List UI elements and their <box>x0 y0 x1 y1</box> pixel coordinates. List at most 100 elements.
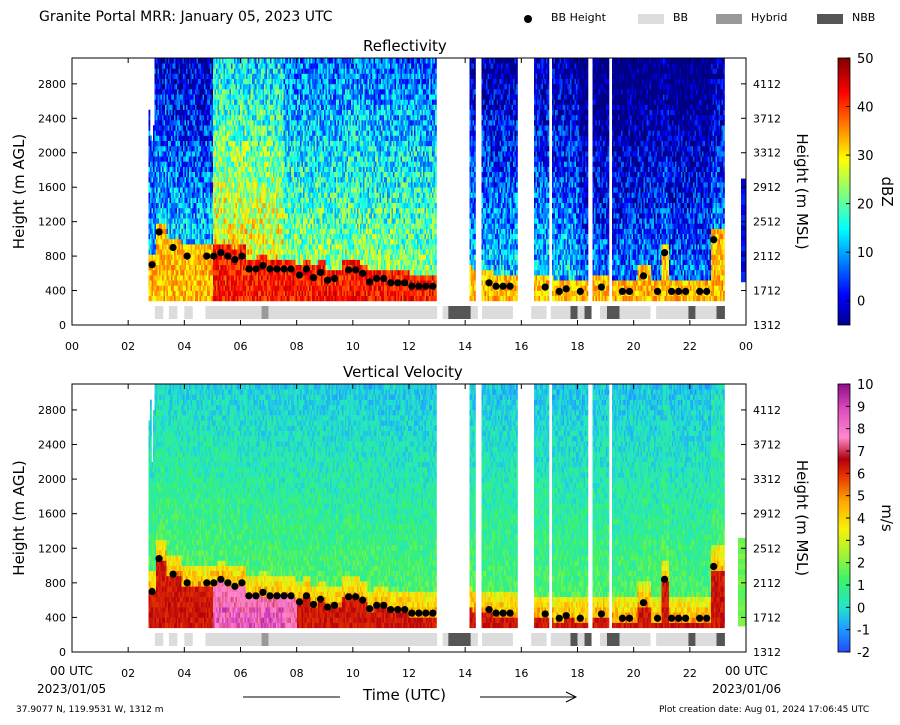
bb-segment-a-21 <box>716 306 725 319</box>
x-tick-label-a-5: 10 <box>346 340 360 353</box>
bb-height-point-a-5 <box>210 252 218 260</box>
bb-height-point-a-2 <box>169 243 177 252</box>
bb-height-point-a-12 <box>259 261 267 270</box>
bb-segment-a-4 <box>261 306 269 319</box>
bb-height-point-a-51 <box>675 287 683 296</box>
bb-segment-b-7 <box>448 633 471 646</box>
bb-height-point-a-15 <box>280 265 288 273</box>
bb-height-point-b-25 <box>359 596 367 604</box>
bb-height-point-a-33 <box>415 282 423 290</box>
legend-swatch-hybrid <box>716 14 742 24</box>
bb-segment-a-20 <box>695 306 717 319</box>
bb-segment-b-9 <box>482 633 513 646</box>
bb-height-point-a-23 <box>345 266 353 274</box>
y-tick-right-label-b-1: 1712 <box>753 611 781 624</box>
bb-height-point-a-20 <box>316 268 325 277</box>
bb-height-point-b-2 <box>169 570 177 578</box>
bb-height-point-b-39 <box>506 609 514 617</box>
bb-height-point-a-7 <box>224 252 232 260</box>
bb-height-point-a-30 <box>394 279 402 287</box>
bb-height-point-a-14 <box>273 265 281 273</box>
colorbar-tick-label-b-2: 0 <box>857 601 865 616</box>
y-tick-label-b-7: 2800 <box>38 404 66 417</box>
bb-height-point-a-27 <box>373 274 381 283</box>
bb-segment-b-18 <box>656 633 689 646</box>
x-tick-label-a-7: 14 <box>458 340 472 353</box>
bb-segment-a-12 <box>570 306 578 319</box>
x-tick-label-b-2: 04 <box>177 667 191 680</box>
y-tick-right-label-a-7: 4112 <box>753 78 781 91</box>
colorbar-title-b: m/s <box>878 504 896 532</box>
bb-height-point-b-44 <box>597 610 605 618</box>
x-tick-label-a-12: 00 <box>739 340 753 353</box>
bb-height-point-a-32 <box>408 282 416 290</box>
bb-segment-b-5 <box>268 633 438 646</box>
bb-height-point-b-20 <box>316 595 325 603</box>
bb-segment-b-21 <box>716 633 725 646</box>
bb-segment-b-19 <box>688 633 696 646</box>
y-axis-right-title-b: Height (m MSL) <box>793 460 811 576</box>
legend-dot-bb-height <box>524 15 532 23</box>
bb-segment-b-15 <box>599 633 607 646</box>
bb-height-point-b-12 <box>259 588 267 596</box>
y-tick-label-a-1: 400 <box>45 285 66 298</box>
bb-height-point-a-41 <box>555 287 563 296</box>
bb-segment-b-17 <box>619 633 651 646</box>
bb-height-point-b-41 <box>555 614 563 622</box>
colorbar-tick-label-a-5: 50 <box>857 52 874 67</box>
bb-height-point-a-9 <box>238 252 246 260</box>
bb-height-point-b-42 <box>562 612 570 620</box>
x-tick-label-b-8: 16 <box>514 667 528 680</box>
y-tick-label-b-2: 800 <box>45 577 66 590</box>
y-tick-label-a-3: 1200 <box>38 216 66 229</box>
bb-height-point-b-19 <box>309 600 318 609</box>
bb-height-point-b-10 <box>245 592 253 600</box>
bb-height-point-a-1 <box>155 228 163 236</box>
colorbar-tick-label-b-4: 2 <box>857 557 865 572</box>
bb-height-point-a-54 <box>703 287 711 296</box>
bb-segment-a-14 <box>584 306 592 319</box>
bb-segment-a-9 <box>482 306 513 319</box>
y-tick-right-label-b-5: 3312 <box>753 473 781 486</box>
colorbar-tick-label-b-11: 9 <box>857 400 865 415</box>
x-tick-label-a-2: 04 <box>177 340 191 353</box>
bb-height-point-b-7 <box>224 579 232 587</box>
time-arrow-head <box>565 691 578 703</box>
bb-height-point-b-54 <box>703 614 711 622</box>
colorbar-tick-label-a-1: 10 <box>857 246 874 261</box>
bb-height-point-a-36 <box>485 279 493 287</box>
bb-height-point-b-18 <box>302 592 311 600</box>
x-axis-title: Time (UTC) <box>363 686 446 704</box>
plot-creation-date: Plot creation date: Aug 01, 2024 17:06:4… <box>659 705 869 715</box>
bb-segment-a-3 <box>205 306 262 319</box>
y-tick-label-b-5: 2000 <box>38 473 66 486</box>
x-tick-label-b-6: 12 <box>402 667 416 680</box>
bb-height-point-a-26 <box>366 278 374 286</box>
y-axis-title-a: Height (m AGL) <box>10 134 28 249</box>
bb-height-point-a-16 <box>287 265 295 273</box>
bb-height-point-b-6 <box>217 575 225 583</box>
bb-segment-b-0 <box>154 633 164 646</box>
bb-height-point-b-49 <box>660 575 669 583</box>
legend-label-nbb: NBB <box>852 11 875 24</box>
start-time-label: 00 UTC <box>50 664 93 678</box>
bb-height-point-b-52 <box>682 614 690 622</box>
x-tick-label-a-9: 18 <box>571 340 585 353</box>
bb-segment-a-18 <box>656 306 689 319</box>
bb-height-point-a-53 <box>696 287 704 296</box>
bb-segment-a-5 <box>268 306 438 319</box>
bb-height-point-b-11 <box>252 592 260 600</box>
bb-height-point-b-13 <box>266 592 274 600</box>
bb-height-point-a-43 <box>576 287 584 296</box>
bb-segment-b-12 <box>570 633 578 646</box>
bb-height-point-b-15 <box>280 592 288 600</box>
colorbar-tick-label-b-6: 4 <box>857 512 865 527</box>
y-tick-label-a-0: 0 <box>59 319 66 332</box>
bb-height-point-b-5 <box>210 579 218 587</box>
bb-height-point-a-38 <box>499 282 507 290</box>
bb-segment-b-11 <box>550 633 571 646</box>
bb-height-point-a-22 <box>330 274 339 283</box>
x-tick-label-b-7: 14 <box>458 667 472 680</box>
bb-height-point-a-10 <box>245 265 253 273</box>
bb-segment-a-15 <box>599 306 607 319</box>
